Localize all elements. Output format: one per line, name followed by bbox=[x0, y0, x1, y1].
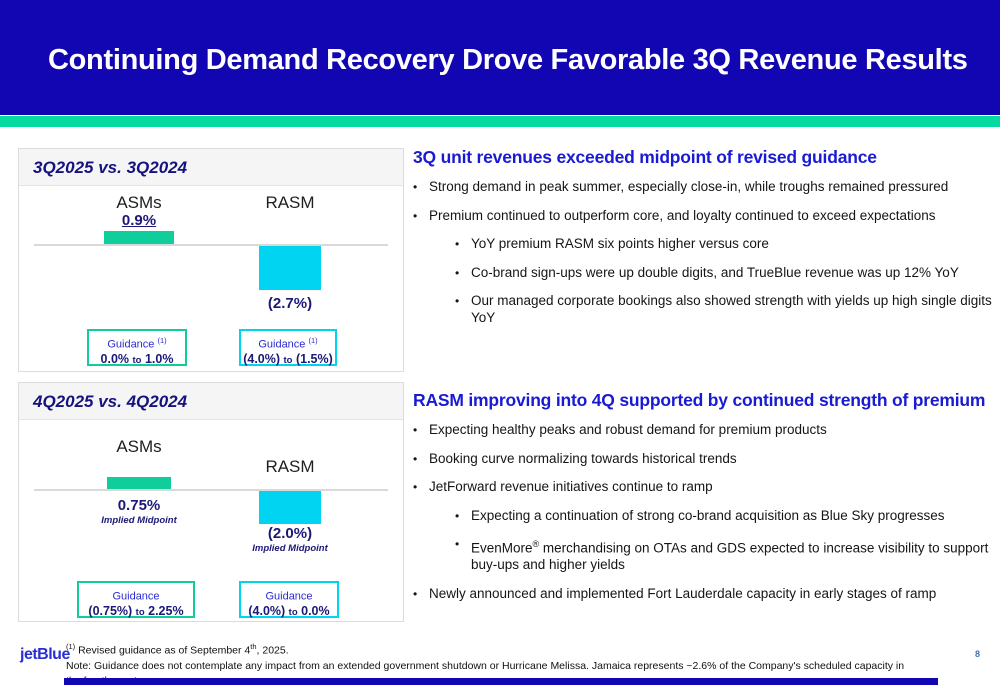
rasm-value: (2.0%) bbox=[267, 525, 313, 542]
rasm-implied-midpoint-note: Implied Midpoint bbox=[252, 543, 328, 554]
guidance-label: Guidance (1) bbox=[258, 336, 318, 351]
accent-stripe bbox=[0, 116, 1000, 127]
section-4q-commentary: RASM improving into 4Q supported by cont… bbox=[413, 390, 993, 614]
bullet-icon: • bbox=[455, 294, 460, 308]
bullet-icon: • bbox=[413, 208, 418, 223]
asm-guidance-box: Guidance (0.75%) to 2.25% bbox=[77, 581, 195, 618]
asm-value: 0.9% bbox=[121, 212, 157, 229]
section-heading: RASM improving into 4Q supported by cont… bbox=[413, 390, 986, 410]
chart-panel-3q-header: 3Q2025 vs. 3Q2024 bbox=[19, 149, 403, 186]
rasm-value: (2.7%) bbox=[267, 295, 313, 312]
guidance-label: Guidance bbox=[265, 590, 313, 603]
footnote-revised-guidance: (1) Revised guidance as of September 4th… bbox=[66, 642, 289, 657]
bullet-item: • JetForward revenue initiatives continue… bbox=[413, 479, 713, 494]
bullet-item: • Expecting healthy peaks and robust dema… bbox=[413, 422, 827, 437]
rasm-guidance-box: Guidance (4.0%) to 0.0% bbox=[239, 581, 339, 618]
guidance-label: Guidance bbox=[112, 590, 160, 603]
section-heading: 3Q unit revenues exceeded midpoint of re… bbox=[413, 147, 877, 167]
asm-implied-midpoint-note: Implied Midpoint bbox=[101, 515, 177, 526]
header-bar: Continuing Demand Recovery Drove Favorab… bbox=[0, 0, 1000, 115]
sub-bullet-item: • EvenMore® merchandising on OTAs and GDS… bbox=[455, 537, 989, 572]
zero-baseline bbox=[34, 244, 388, 246]
chart-panel-4q: 4Q2025 vs. 4Q2024 ASMs RASM 0.75% Implie… bbox=[18, 382, 404, 622]
bullet-icon: • bbox=[455, 537, 460, 551]
page-number: 8 bbox=[974, 649, 980, 659]
guidance-range: 0.0% to 1.0% bbox=[100, 351, 174, 366]
bullet-icon: • bbox=[455, 237, 460, 251]
bullet-icon: • bbox=[413, 480, 418, 494]
chart-panel-4q-header: 4Q2025 vs. 4Q2024 bbox=[19, 383, 403, 420]
rasm-bar bbox=[259, 491, 321, 524]
guidance-range: (4.0%) to 0.0% bbox=[248, 603, 330, 618]
asm-bar bbox=[104, 231, 174, 244]
asm-bar bbox=[107, 477, 171, 489]
page-title: Continuing Demand Recovery Drove Favorab… bbox=[48, 44, 968, 76]
section-3q-commentary: 3Q unit revenues exceeded midpoint of re… bbox=[413, 147, 993, 338]
asm-column-label: ASMs bbox=[116, 193, 162, 212]
bottom-accent-bar bbox=[64, 678, 938, 685]
bullet-icon: • bbox=[413, 451, 418, 466]
sub-bullet-item: • Co-brand sign-ups were up double digits… bbox=[455, 264, 959, 280]
sub-bullet-item: • Expecting a continuation of strong co-b… bbox=[455, 507, 945, 523]
jetblue-logo: jetBlue bbox=[20, 646, 70, 663]
chart-panel-4q-title: 4Q2025 vs. 4Q2024 bbox=[33, 392, 188, 411]
bullet-icon: • bbox=[455, 508, 460, 523]
rasm-column-label: RASM bbox=[265, 193, 315, 212]
bullet-icon: • bbox=[455, 265, 460, 280]
guidance-range: (4.0%) to (1.5%) bbox=[243, 351, 333, 366]
sub-bullet-item: • YoY premium RASM six points higher vers… bbox=[455, 236, 769, 251]
bullet-item: • Booking curve normalizing towards histo… bbox=[413, 450, 737, 466]
rasm-column-label: RASM bbox=[265, 457, 315, 476]
asm-guidance-box: Guidance (1) 0.0% to 1.0% bbox=[87, 329, 187, 366]
guidance-label: Guidance (1) bbox=[107, 336, 167, 351]
asm-column-label: ASMs bbox=[116, 437, 162, 456]
bullet-item: • Strong demand in peak summer, especiall… bbox=[413, 179, 949, 194]
bullet-item: • Newly announced and implemented Fort La… bbox=[413, 585, 937, 601]
zero-baseline bbox=[34, 489, 388, 491]
sub-bullet-item: • Our managed corporate bookings also sho… bbox=[455, 293, 992, 325]
bullet-icon: • bbox=[413, 586, 418, 601]
rasm-bar bbox=[259, 246, 321, 290]
bullet-item: • Premium continued to outperform core, a… bbox=[413, 207, 936, 223]
chart-panel-3q: 3Q2025 vs. 3Q2024 ASMs RASM 0.9% (2.7%) … bbox=[18, 148, 404, 372]
bullet-icon: • bbox=[413, 423, 418, 437]
chart-panel-3q-title: 3Q2025 vs. 3Q2024 bbox=[33, 158, 188, 177]
bullet-icon: • bbox=[413, 180, 418, 194]
rasm-guidance-box: Guidance (1) (4.0%) to (1.5%) bbox=[239, 329, 337, 366]
guidance-range: (0.75%) to 2.25% bbox=[88, 603, 184, 618]
asm-value: 0.75% bbox=[117, 497, 161, 514]
